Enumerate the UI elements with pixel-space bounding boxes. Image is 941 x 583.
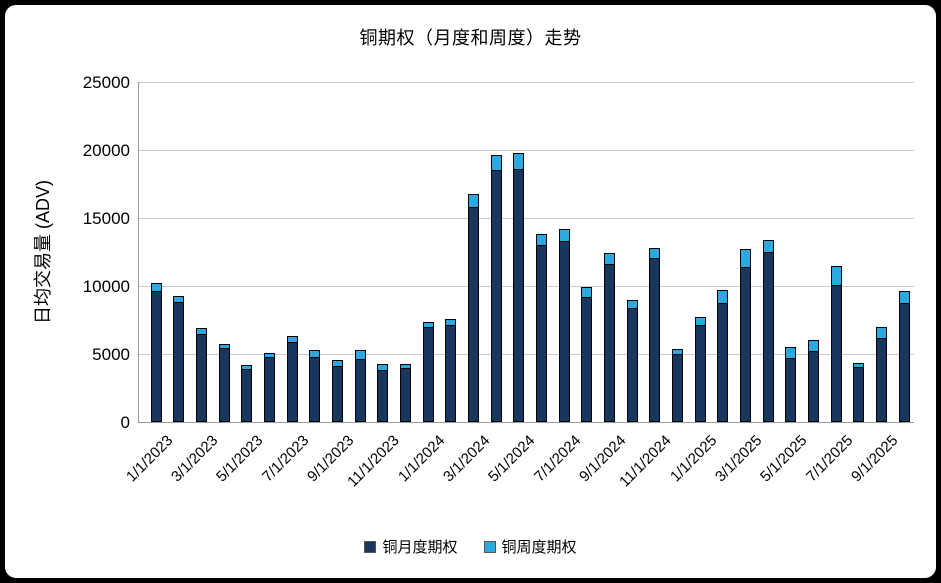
legend: 铜月度期权 铜周度期权 bbox=[0, 536, 941, 557]
bar-monthly-segment bbox=[354, 359, 366, 422]
bar-weekly-segment bbox=[535, 234, 547, 247]
legend-label-monthly: 铜月度期权 bbox=[382, 539, 458, 556]
bar-monthly-segment bbox=[422, 327, 434, 422]
bar-weekly-segment bbox=[830, 265, 842, 286]
x-axis-line bbox=[138, 422, 914, 423]
bar-weekly-segment bbox=[785, 347, 797, 360]
bar-weekly-segment bbox=[286, 336, 298, 344]
bar-monthly-segment bbox=[762, 252, 774, 422]
bar-monthly-segment bbox=[150, 290, 162, 422]
bar-monthly-segment bbox=[513, 169, 525, 422]
bar-monthly-segment bbox=[467, 207, 479, 422]
gridline bbox=[138, 354, 914, 355]
y-tick-label: 0 bbox=[120, 413, 130, 432]
bar-monthly-segment bbox=[241, 368, 253, 422]
bar-weekly-segment bbox=[807, 340, 819, 353]
bar-monthly-segment bbox=[807, 351, 819, 422]
bar-weekly-segment bbox=[626, 299, 638, 310]
legend-label-weekly: 铜周度期权 bbox=[501, 539, 577, 556]
bar-weekly-segment bbox=[717, 290, 729, 304]
bar-weekly-segment bbox=[581, 287, 593, 298]
bar-weekly-segment bbox=[513, 152, 525, 171]
bar-monthly-segment bbox=[445, 324, 457, 422]
bar-weekly-segment bbox=[354, 349, 366, 361]
bar-monthly-segment bbox=[558, 241, 570, 422]
bar-monthly-segment bbox=[173, 302, 185, 422]
bar-monthly-segment bbox=[694, 325, 706, 422]
bar-weekly-segment bbox=[445, 318, 457, 326]
bar-weekly-segment bbox=[399, 363, 411, 369]
bar-monthly-segment bbox=[626, 308, 638, 422]
bar-monthly-segment bbox=[490, 170, 502, 422]
bar-weekly-segment bbox=[739, 249, 751, 268]
bar-weekly-segment bbox=[309, 349, 321, 358]
bar-weekly-segment bbox=[218, 343, 230, 349]
y-tick-label: 25000 bbox=[82, 73, 130, 92]
bar-weekly-segment bbox=[853, 362, 865, 368]
gridline bbox=[138, 150, 914, 151]
bar-monthly-segment bbox=[195, 333, 207, 422]
y-tick-label: 5000 bbox=[92, 345, 130, 364]
bar-weekly-segment bbox=[603, 253, 615, 266]
bar-weekly-segment bbox=[422, 322, 434, 329]
bar-monthly-segment bbox=[898, 303, 910, 422]
gridline bbox=[138, 286, 914, 287]
bar-weekly-segment bbox=[558, 228, 570, 243]
bar-weekly-segment bbox=[150, 283, 162, 292]
bar-monthly-segment bbox=[671, 354, 683, 422]
bar-monthly-segment bbox=[581, 296, 593, 422]
bar-weekly-segment bbox=[263, 352, 275, 359]
bar-monthly-segment bbox=[377, 369, 389, 422]
bar-weekly-segment bbox=[467, 193, 479, 209]
bar-weekly-segment bbox=[331, 360, 343, 367]
bar-weekly-segment bbox=[762, 239, 774, 253]
bar-weekly-segment bbox=[898, 290, 910, 304]
bar-weekly-segment bbox=[241, 364, 253, 370]
chart-title: 铜期权（月度和周度）走势 bbox=[359, 28, 582, 48]
y-tick-label: 10000 bbox=[82, 277, 130, 296]
y-axis-title: 日均交易量 (ADV) bbox=[33, 180, 53, 324]
bar-monthly-segment bbox=[649, 258, 661, 422]
bar-weekly-segment bbox=[671, 349, 683, 355]
bar-weekly-segment bbox=[195, 328, 207, 335]
bar-monthly-segment bbox=[309, 356, 321, 422]
bar-weekly-segment bbox=[694, 317, 706, 327]
legend-item-monthly: 铜月度期权 bbox=[364, 536, 458, 557]
legend-swatch-weekly-icon bbox=[483, 540, 496, 553]
gridline bbox=[138, 218, 914, 219]
bar-monthly-segment bbox=[785, 358, 797, 422]
bar-monthly-segment bbox=[286, 342, 298, 422]
bar-monthly-segment bbox=[218, 347, 230, 422]
y-axis-line bbox=[138, 82, 139, 422]
bar-weekly-segment bbox=[490, 155, 502, 172]
bar-monthly-segment bbox=[717, 303, 729, 422]
bar-monthly-segment bbox=[830, 284, 842, 422]
y-tick-label: 15000 bbox=[82, 209, 130, 228]
bar-monthly-segment bbox=[331, 365, 343, 422]
bar-weekly-segment bbox=[377, 364, 389, 371]
bar-weekly-segment bbox=[649, 247, 661, 260]
legend-swatch-monthly-icon bbox=[364, 540, 377, 553]
bar-monthly-segment bbox=[739, 266, 751, 422]
bar-monthly-segment bbox=[853, 366, 865, 422]
legend-item-weekly: 铜周度期权 bbox=[483, 536, 577, 557]
y-tick-label: 20000 bbox=[82, 141, 130, 160]
bar-monthly-segment bbox=[603, 264, 615, 422]
bar-weekly-segment bbox=[875, 327, 887, 339]
bar-monthly-segment bbox=[535, 245, 547, 422]
gridline bbox=[138, 82, 914, 83]
bar-monthly-segment bbox=[875, 337, 887, 422]
bar-monthly-segment bbox=[263, 357, 275, 422]
bar-monthly-segment bbox=[399, 367, 411, 422]
bar-weekly-segment bbox=[173, 295, 185, 304]
